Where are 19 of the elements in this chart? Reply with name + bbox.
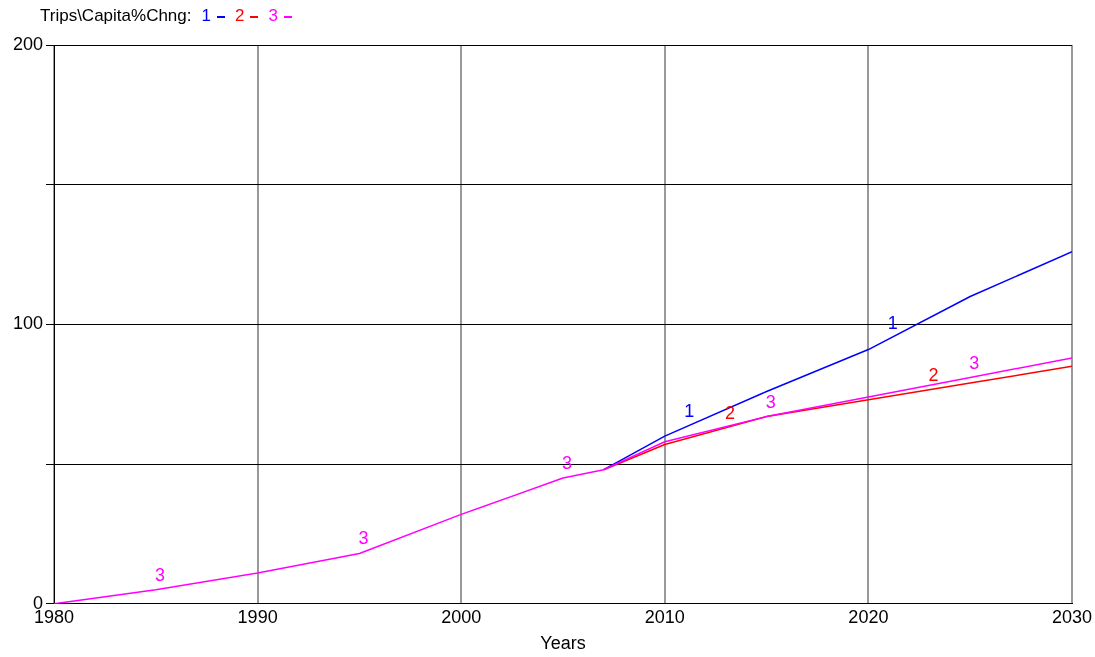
x-tick-label: 2030 <box>1051 606 1092 627</box>
text: 2 <box>928 365 939 386</box>
x-tick-label: 2020 <box>848 606 889 627</box>
x-tick-label: 1990 <box>237 606 278 627</box>
x-tick-label: 2010 <box>644 606 685 627</box>
x-axis-title: Years <box>540 633 586 654</box>
legend-label: 2 <box>234 6 245 25</box>
text: 3 <box>969 352 980 373</box>
text: 3 <box>358 527 369 548</box>
text: 1 <box>684 401 695 422</box>
y-tick-label: 100 <box>12 313 44 334</box>
legend-title: Trips\Capita%Chng: <box>40 6 192 25</box>
y-tick-label: 200 <box>12 33 44 54</box>
x-tick-label: 2000 <box>441 606 482 627</box>
legend-label: 3 <box>268 6 278 25</box>
legend-label: 1 <box>201 6 211 25</box>
text: 3 <box>154 565 165 586</box>
text: 3 <box>765 391 776 412</box>
text: 2 <box>724 402 735 423</box>
